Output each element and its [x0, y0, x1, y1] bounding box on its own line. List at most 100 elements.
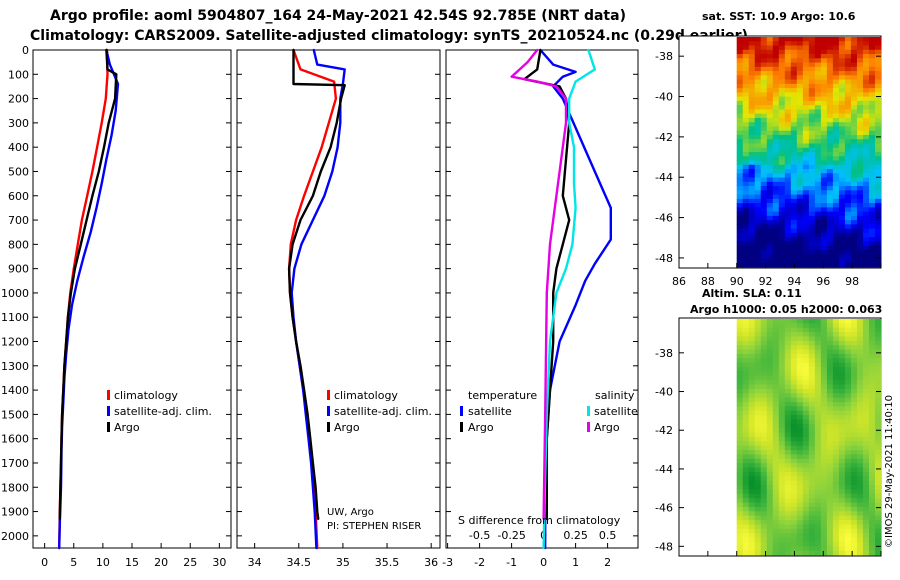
heatmap-cell — [754, 332, 762, 337]
heatmap-cell — [754, 367, 762, 372]
heatmap-cell — [766, 502, 774, 508]
heatmap-cell — [796, 358, 804, 364]
x-tick-label: 0 — [41, 556, 48, 569]
heatmap-cell — [760, 117, 768, 123]
heatmap-cell — [862, 156, 870, 161]
heatmap-cell — [844, 173, 852, 178]
heatmap-cell — [772, 388, 780, 394]
heatmap-cell — [844, 186, 852, 191]
heatmap-cell — [742, 105, 750, 110]
heatmap-cell — [844, 122, 852, 127]
heatmap-cell — [838, 533, 846, 538]
heatmap-cell — [874, 441, 882, 447]
heatmap-cell — [808, 143, 816, 149]
heatmap-cell — [784, 437, 792, 442]
heatmap-cell — [748, 441, 756, 447]
heatmap-cell — [760, 380, 768, 385]
heatmap-cell — [754, 134, 762, 140]
heatmap-cell — [802, 203, 810, 208]
heatmap-cell — [784, 541, 792, 547]
heatmap-cell — [766, 471, 774, 477]
heatmap-cell — [820, 362, 828, 368]
heatmap-cell — [832, 164, 840, 170]
heatmap-cell — [796, 406, 804, 412]
heatmap-cell — [736, 388, 744, 394]
heatmap-cell — [874, 190, 882, 195]
heatmap-cell — [856, 134, 864, 140]
heatmap-cell — [748, 467, 756, 473]
heatmap-cell — [802, 156, 810, 161]
heatmap-cell — [850, 406, 858, 412]
heatmap-cell — [838, 471, 846, 477]
heatmap-cell — [766, 215, 774, 221]
heatmap-cell — [778, 349, 786, 355]
heatmap-cell — [820, 380, 828, 385]
heatmap-cell — [784, 186, 792, 191]
heatmap-cell — [814, 533, 822, 538]
heatmap-cell — [838, 546, 846, 552]
heatmap-cell — [856, 152, 864, 157]
heatmap-cell — [844, 515, 852, 521]
heatmap-cell — [766, 410, 774, 416]
heatmap-cell — [766, 177, 774, 183]
heatmap-cell — [814, 37, 822, 42]
heatmap-cell — [820, 375, 828, 381]
heatmap-cell — [760, 476, 768, 482]
heatmap-cell — [856, 41, 864, 46]
heatmap-cell — [820, 152, 828, 157]
heatmap-cell — [862, 397, 870, 403]
heatmap-cell — [790, 506, 798, 512]
heatmap-cell — [862, 437, 870, 442]
heatmap-cell — [826, 524, 834, 530]
heatmap-cell — [826, 198, 834, 204]
heatmap-cell — [748, 415, 756, 420]
heatmap-cell — [874, 480, 882, 486]
heatmap-cell — [790, 454, 798, 460]
heatmap-cell — [850, 88, 858, 93]
heatmap-cell — [772, 437, 780, 442]
heatmap-cell — [742, 71, 750, 76]
heatmap-cell — [742, 92, 750, 98]
heatmap-cell — [820, 58, 828, 63]
heatmap-cell — [772, 384, 780, 390]
heatmap-cell — [802, 428, 810, 434]
heatmap-cell — [814, 428, 822, 434]
heatmap-cell — [850, 537, 858, 543]
heatmap-cell — [832, 480, 840, 486]
heatmap-cell — [868, 100, 876, 106]
heatmap-cell — [790, 254, 798, 259]
heatmap-cell — [802, 41, 810, 46]
heatmap-cell — [772, 428, 780, 434]
heatmap-cell — [832, 485, 840, 490]
heatmap-cell — [790, 380, 798, 385]
heatmap-cell — [784, 353, 792, 359]
heatmap-cell — [772, 105, 780, 110]
heatmap-cell — [802, 181, 810, 187]
heatmap-cell — [772, 541, 780, 547]
heatmap-cell — [760, 362, 768, 368]
heatmap-cell — [754, 480, 762, 486]
heatmap-cell — [760, 37, 768, 42]
heatmap-cell — [742, 83, 750, 89]
heatmap-cell — [742, 506, 750, 512]
heatmap-cell — [778, 100, 786, 106]
heatmap-cell — [814, 220, 822, 225]
heatmap-cell — [778, 353, 786, 359]
heatmap-cell — [826, 323, 834, 329]
heatmap-cell — [802, 393, 810, 399]
heatmap-cell — [862, 441, 870, 447]
heatmap-cell — [850, 471, 858, 477]
heatmap-cell — [766, 327, 774, 333]
heatmap-cell — [736, 546, 744, 552]
heatmap-cell — [826, 528, 834, 534]
heatmap-cell — [856, 215, 864, 221]
heatmap-cell — [826, 327, 834, 333]
legend-swatch-sal-satellite — [587, 406, 590, 416]
heatmap-cell — [760, 480, 768, 486]
map-x-tick-label: 88 — [701, 275, 715, 288]
heatmap-cell — [850, 384, 858, 390]
heatmap-cell — [856, 454, 864, 460]
heatmap-cell — [748, 388, 756, 394]
heatmap-cell — [844, 402, 852, 407]
heatmap-cell — [820, 198, 828, 204]
